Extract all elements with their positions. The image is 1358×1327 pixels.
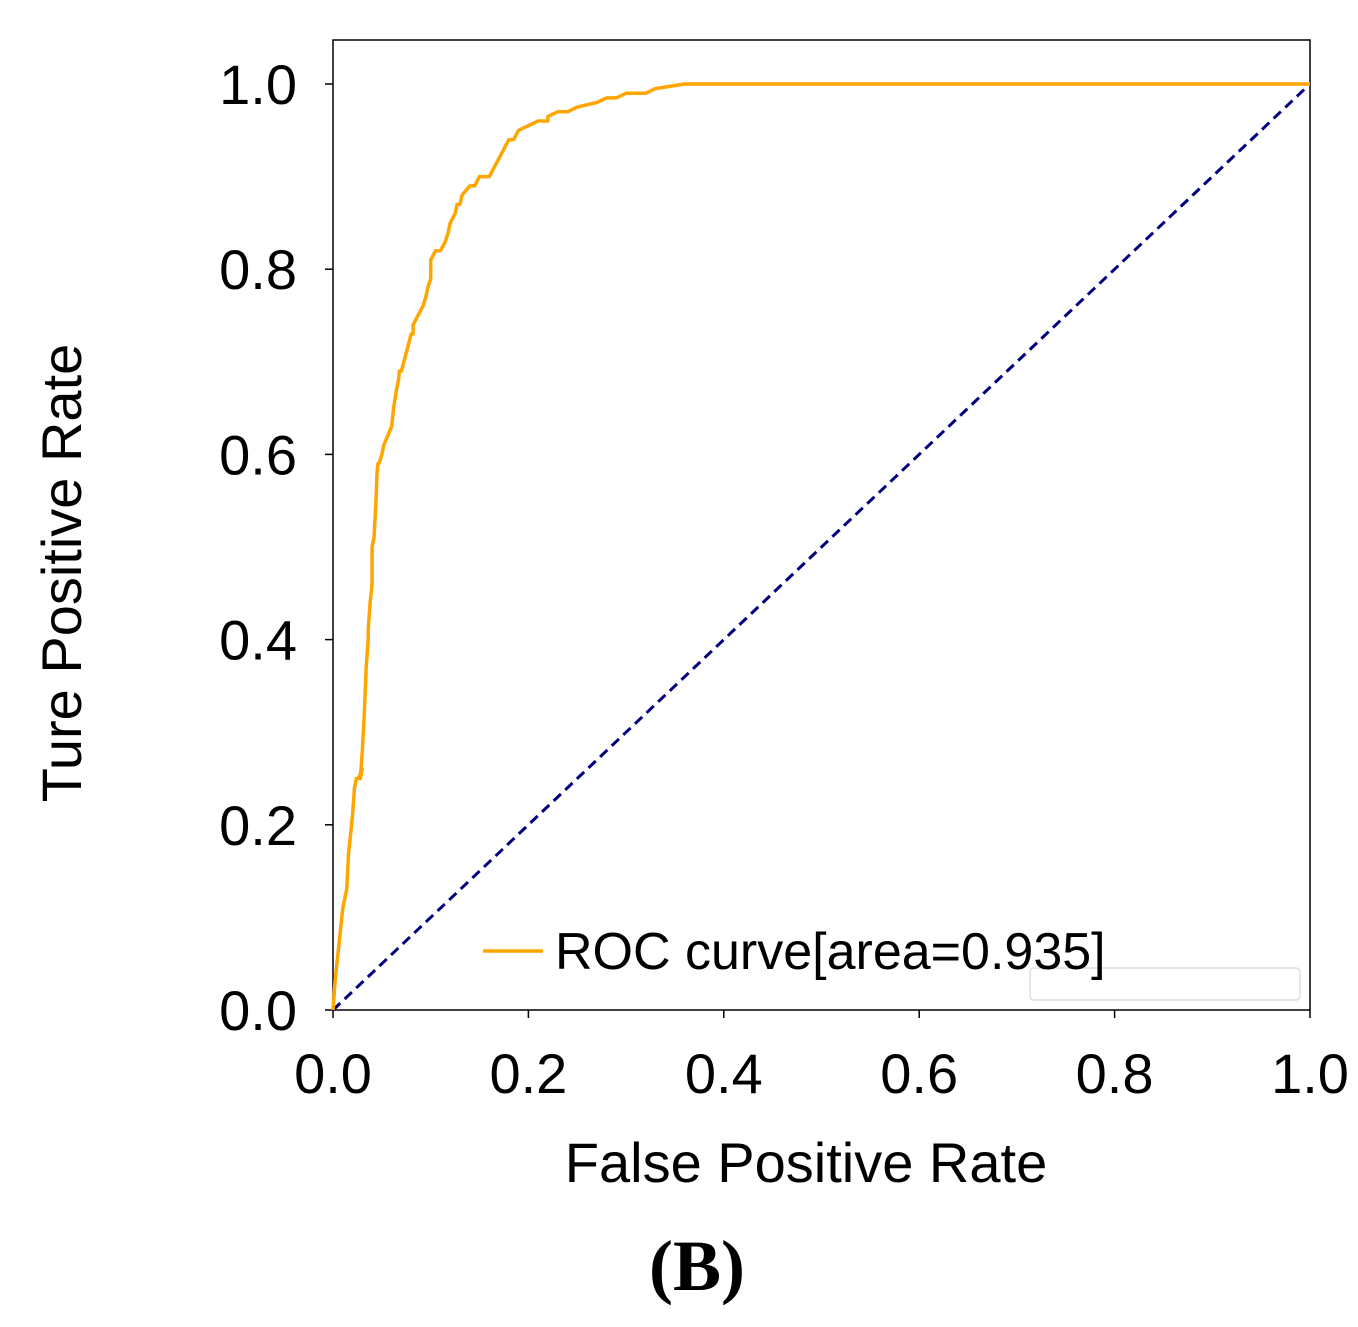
y-tick-label: 0.4 xyxy=(219,609,297,672)
x-tick-label: 0.0 xyxy=(294,1042,372,1105)
roc-curve-line xyxy=(331,82,1310,1011)
series-group xyxy=(331,82,1312,1012)
x-tick-label: 0.8 xyxy=(1076,1042,1154,1105)
plot-frame xyxy=(332,39,1311,1011)
y-tick-label: 0.2 xyxy=(219,794,297,857)
x-tick-label: 0.2 xyxy=(489,1042,567,1105)
panel-label: (B) xyxy=(649,1226,745,1306)
legend: ROC curve[area=0.935] xyxy=(483,923,1301,1001)
y-tick-label: 1.0 xyxy=(219,53,297,116)
x-axis-title: False Positive Rate xyxy=(565,1131,1047,1194)
x-tick-label: 0.4 xyxy=(685,1042,763,1105)
y-axis: 0.0 0.2 0.4 0.6 0.8 1.0 xyxy=(219,53,333,1042)
x-tick-label: 1.0 xyxy=(1271,1042,1349,1105)
legend-label: ROC curve[area=0.935] xyxy=(555,923,1106,981)
plot-border xyxy=(332,39,1311,1011)
x-axis: 0.0 0.2 0.4 0.6 0.8 1.0 xyxy=(294,1010,1349,1105)
y-tick-label: 0.0 xyxy=(219,979,297,1042)
chance-line xyxy=(331,82,1312,1012)
y-tick-label: 0.6 xyxy=(219,423,297,486)
y-axis-title: Ture Positive Rate xyxy=(30,344,93,803)
legend-box xyxy=(1029,967,1301,1001)
y-tick-label: 0.8 xyxy=(219,238,297,301)
x-tick-label: 0.6 xyxy=(880,1042,958,1105)
